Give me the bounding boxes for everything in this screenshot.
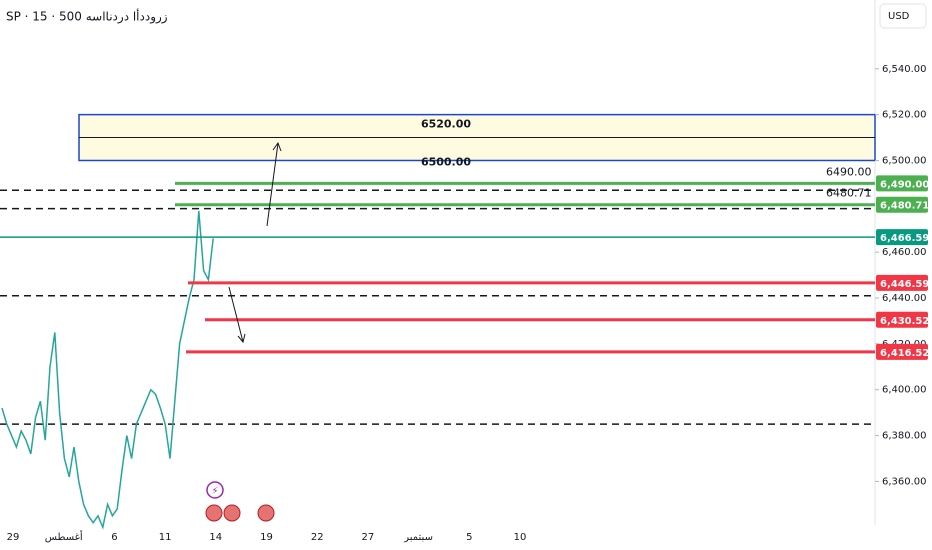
price-tag bbox=[876, 196, 928, 213]
price-tag-label: 6,446.59 bbox=[880, 279, 929, 290]
y-tick-label: 6,520.00 bbox=[882, 110, 927, 121]
zone-label: 6520.00 bbox=[421, 118, 471, 131]
price-tag bbox=[876, 343, 928, 360]
price-tag bbox=[876, 274, 928, 291]
x-tick-label: 22 bbox=[311, 532, 324, 543]
arrows bbox=[228, 141, 282, 344]
price-tag-label: 6,480.71 bbox=[880, 201, 929, 212]
event-icons: ⚡ bbox=[205, 481, 275, 522]
y-tick-label: 6,440.00 bbox=[882, 293, 927, 304]
level-note: 6490.00 bbox=[826, 165, 872, 178]
price-tag-label: 6,430.52 bbox=[880, 316, 929, 327]
x-tick-label: 19 bbox=[260, 532, 273, 543]
price-line bbox=[1, 210, 214, 530]
plot: 6520.00 6500.00 bbox=[0, 113, 876, 530]
y-tick-label: 6,500.00 bbox=[882, 155, 927, 166]
svg-text:⚡: ⚡ bbox=[211, 486, 218, 497]
y-tick-label: 6,380.00 bbox=[882, 431, 927, 442]
y-tick-label: 6,360.00 bbox=[882, 476, 927, 487]
x-tick-label: أغسطس bbox=[45, 530, 83, 543]
price-tag-label: 6,490.00 bbox=[880, 179, 929, 190]
zone-label: 6500.00 bbox=[421, 155, 471, 168]
price-tag bbox=[876, 229, 928, 246]
x-tick-label: 14 bbox=[209, 532, 222, 543]
price-tag-label: 6,466.59 bbox=[880, 233, 929, 244]
price-tag bbox=[876, 311, 928, 328]
x-tick-label: 29 bbox=[7, 532, 20, 543]
x-tick-label: 5 bbox=[466, 532, 472, 543]
price-tag-label: 6,416.52 bbox=[880, 348, 929, 359]
level-note: 6480.71 bbox=[826, 187, 872, 200]
y-tick-label: 6,400.00 bbox=[882, 385, 927, 396]
x-tick-label: 6 bbox=[111, 532, 117, 543]
x-tick-label: 27 bbox=[362, 532, 375, 543]
chart-title: SP · 15 · 500 زروددأا دردنااسه bbox=[6, 9, 168, 25]
currency-label[interactable]: USD bbox=[888, 11, 910, 22]
y-tick-label: 6,540.00 bbox=[882, 64, 927, 75]
price-tag bbox=[876, 175, 928, 192]
x-tick-label: سبتمبر bbox=[403, 532, 433, 543]
currency-button[interactable] bbox=[879, 3, 927, 29]
x-tick-label: 11 bbox=[159, 532, 172, 543]
y-tick-label: 6,460.00 bbox=[882, 247, 927, 258]
x-tick-label: 10 bbox=[514, 532, 527, 543]
